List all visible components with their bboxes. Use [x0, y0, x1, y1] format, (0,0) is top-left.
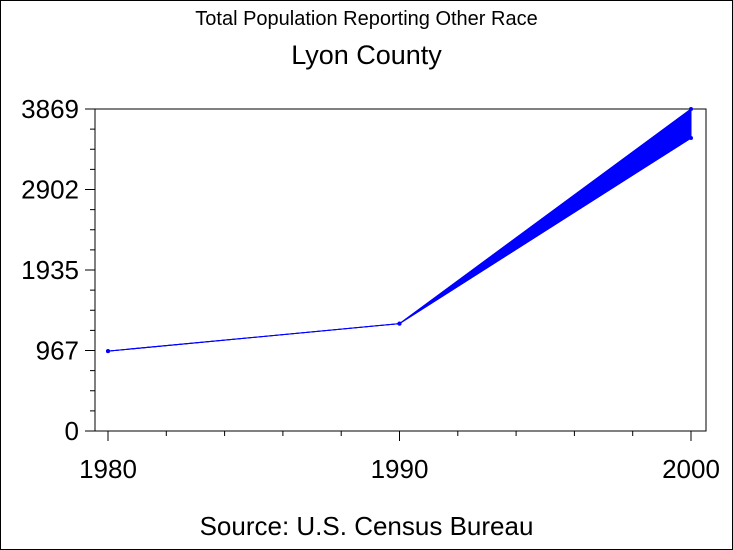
- data-point: [689, 107, 693, 111]
- chart-source: Source: U.S. Census Bureau: [199, 511, 534, 541]
- y-tick-label: 1935: [21, 255, 79, 285]
- x-tick-label: 1990: [371, 454, 429, 484]
- series-line: [107, 137, 692, 352]
- data-point: [689, 136, 693, 141]
- x-tick-label: 1980: [79, 454, 137, 484]
- series-band: [107, 108, 692, 352]
- series-group: [106, 107, 693, 354]
- data-point: [106, 349, 110, 354]
- y-tick-label: 967: [36, 336, 79, 366]
- x-tick-label: 2000: [662, 454, 720, 484]
- y-tick-label: 3869: [21, 94, 79, 124]
- y-tick-label: 2902: [21, 175, 79, 205]
- chart-subtitle: Lyon County: [291, 40, 442, 70]
- chart-title: Total Population Reporting Other Race: [195, 8, 538, 30]
- y-tick-label: 0: [65, 416, 79, 446]
- x-axis: 1980 1990 2000: [79, 431, 720, 484]
- plot-area: [94, 108, 707, 432]
- y-axis: 0 967 1935 2902 3869: [21, 94, 95, 446]
- series-line: [107, 108, 692, 352]
- data-point: [397, 321, 402, 326]
